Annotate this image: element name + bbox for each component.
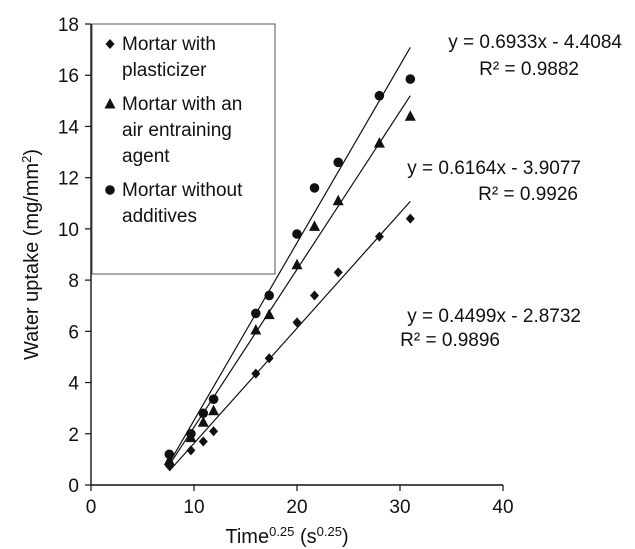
y-tick-label: 4 xyxy=(68,374,79,395)
y-axis-title: Water uptake (mg/mm2) xyxy=(19,149,44,360)
data-point-triangle xyxy=(163,454,175,466)
y-tick-label: 8 xyxy=(68,271,79,292)
data-point-triangle xyxy=(250,324,262,335)
data-point-triangle xyxy=(309,220,321,231)
data-point-triangle xyxy=(291,258,303,270)
trendline-diamond xyxy=(168,200,411,472)
legend-marker-diamond xyxy=(105,39,115,49)
legend-label: additives xyxy=(122,206,197,227)
data-point-circle xyxy=(405,74,416,84)
data-point-triangle xyxy=(332,194,344,206)
trendlines xyxy=(168,47,411,472)
x-tick-label: 40 xyxy=(492,497,513,518)
data-point-diamond xyxy=(310,290,320,301)
data-point-diamond xyxy=(198,436,208,447)
data-point-diamond xyxy=(292,317,302,328)
data-point-circle xyxy=(186,428,196,439)
data-point-circle xyxy=(198,408,209,419)
data-point-triangle xyxy=(263,308,275,320)
trendline-circle xyxy=(168,47,411,464)
y-tick-label: 0 xyxy=(68,476,79,497)
data-point-triangle xyxy=(208,404,220,416)
legend-label: Mortar with an xyxy=(122,94,242,115)
data-point-diamond xyxy=(405,213,415,224)
data-point-circle xyxy=(251,308,261,319)
data-point-diamond xyxy=(374,231,384,242)
data-point-circle xyxy=(292,229,302,239)
data-point-diamond xyxy=(333,267,343,278)
r-squared-label: R² = 0.9896 xyxy=(400,330,500,351)
y-tick-label: 14 xyxy=(58,117,80,138)
data-point-diamond xyxy=(209,426,219,437)
legend-marker-circle xyxy=(105,185,115,195)
y-tick-label: 10 xyxy=(58,220,79,241)
axes: 0 2 4 6 8 10 12 14 16 18 0 10 20 30 40 Time0.25 (s0.25)… xyxy=(19,15,514,548)
data-point-circle xyxy=(333,157,344,168)
r-squared-label: R² = 0.9882 xyxy=(479,59,579,80)
x-tick-label: 20 xyxy=(286,497,307,518)
legend-label: plasticizer xyxy=(122,60,207,81)
data-point-circle xyxy=(164,449,175,460)
y-tick-label: 12 xyxy=(58,169,79,190)
data-point-triangle xyxy=(197,416,209,427)
data-point-circle xyxy=(264,290,274,301)
y-tick-label: 18 xyxy=(58,15,79,36)
data-point-triangle xyxy=(373,137,385,148)
data-point-diamond xyxy=(251,368,261,379)
trendline-triangle xyxy=(168,95,411,466)
r-squared-label: R² = 0.9926 xyxy=(478,184,578,205)
y-tick-label: 2 xyxy=(68,425,79,446)
data-point-triangle xyxy=(404,110,416,121)
legend: Mortar with plasticizer Mortar with an air … xyxy=(91,23,276,275)
y-tick-label: 6 xyxy=(68,322,79,343)
data-point-diamond xyxy=(264,353,274,364)
legend-marker-triangle xyxy=(104,98,116,109)
x-tick-label: 10 xyxy=(183,497,204,518)
legend-label: Mortar with xyxy=(122,34,216,55)
y-tick-label: 16 xyxy=(58,66,79,87)
data-point-diamond xyxy=(186,445,196,456)
data-points xyxy=(163,74,416,471)
x-axis-title: Time0.25 (s0.25) xyxy=(225,524,348,549)
trendline-equation: y = 0.4499x - 2.8732 xyxy=(407,306,581,327)
trendline-equations: y = 0.4499x - 2.8732 R² = 0.9896 y = 0.616… xyxy=(400,32,622,351)
data-point-circle xyxy=(208,394,219,405)
x-tick-label: 0 xyxy=(86,497,97,518)
data-point-circle xyxy=(309,183,320,193)
data-point-circle xyxy=(374,90,385,101)
x-tick-label: 30 xyxy=(389,497,410,518)
legend-box xyxy=(91,23,276,275)
trendline-equation: y = 0.6164x - 3.9077 xyxy=(407,158,581,179)
legend-label: Mortar without xyxy=(122,180,243,201)
trendline-equation: y = 0.6933x - 4.4084 xyxy=(448,32,622,53)
legend-label: air entraining xyxy=(122,120,232,141)
legend-label: agent xyxy=(122,146,170,167)
